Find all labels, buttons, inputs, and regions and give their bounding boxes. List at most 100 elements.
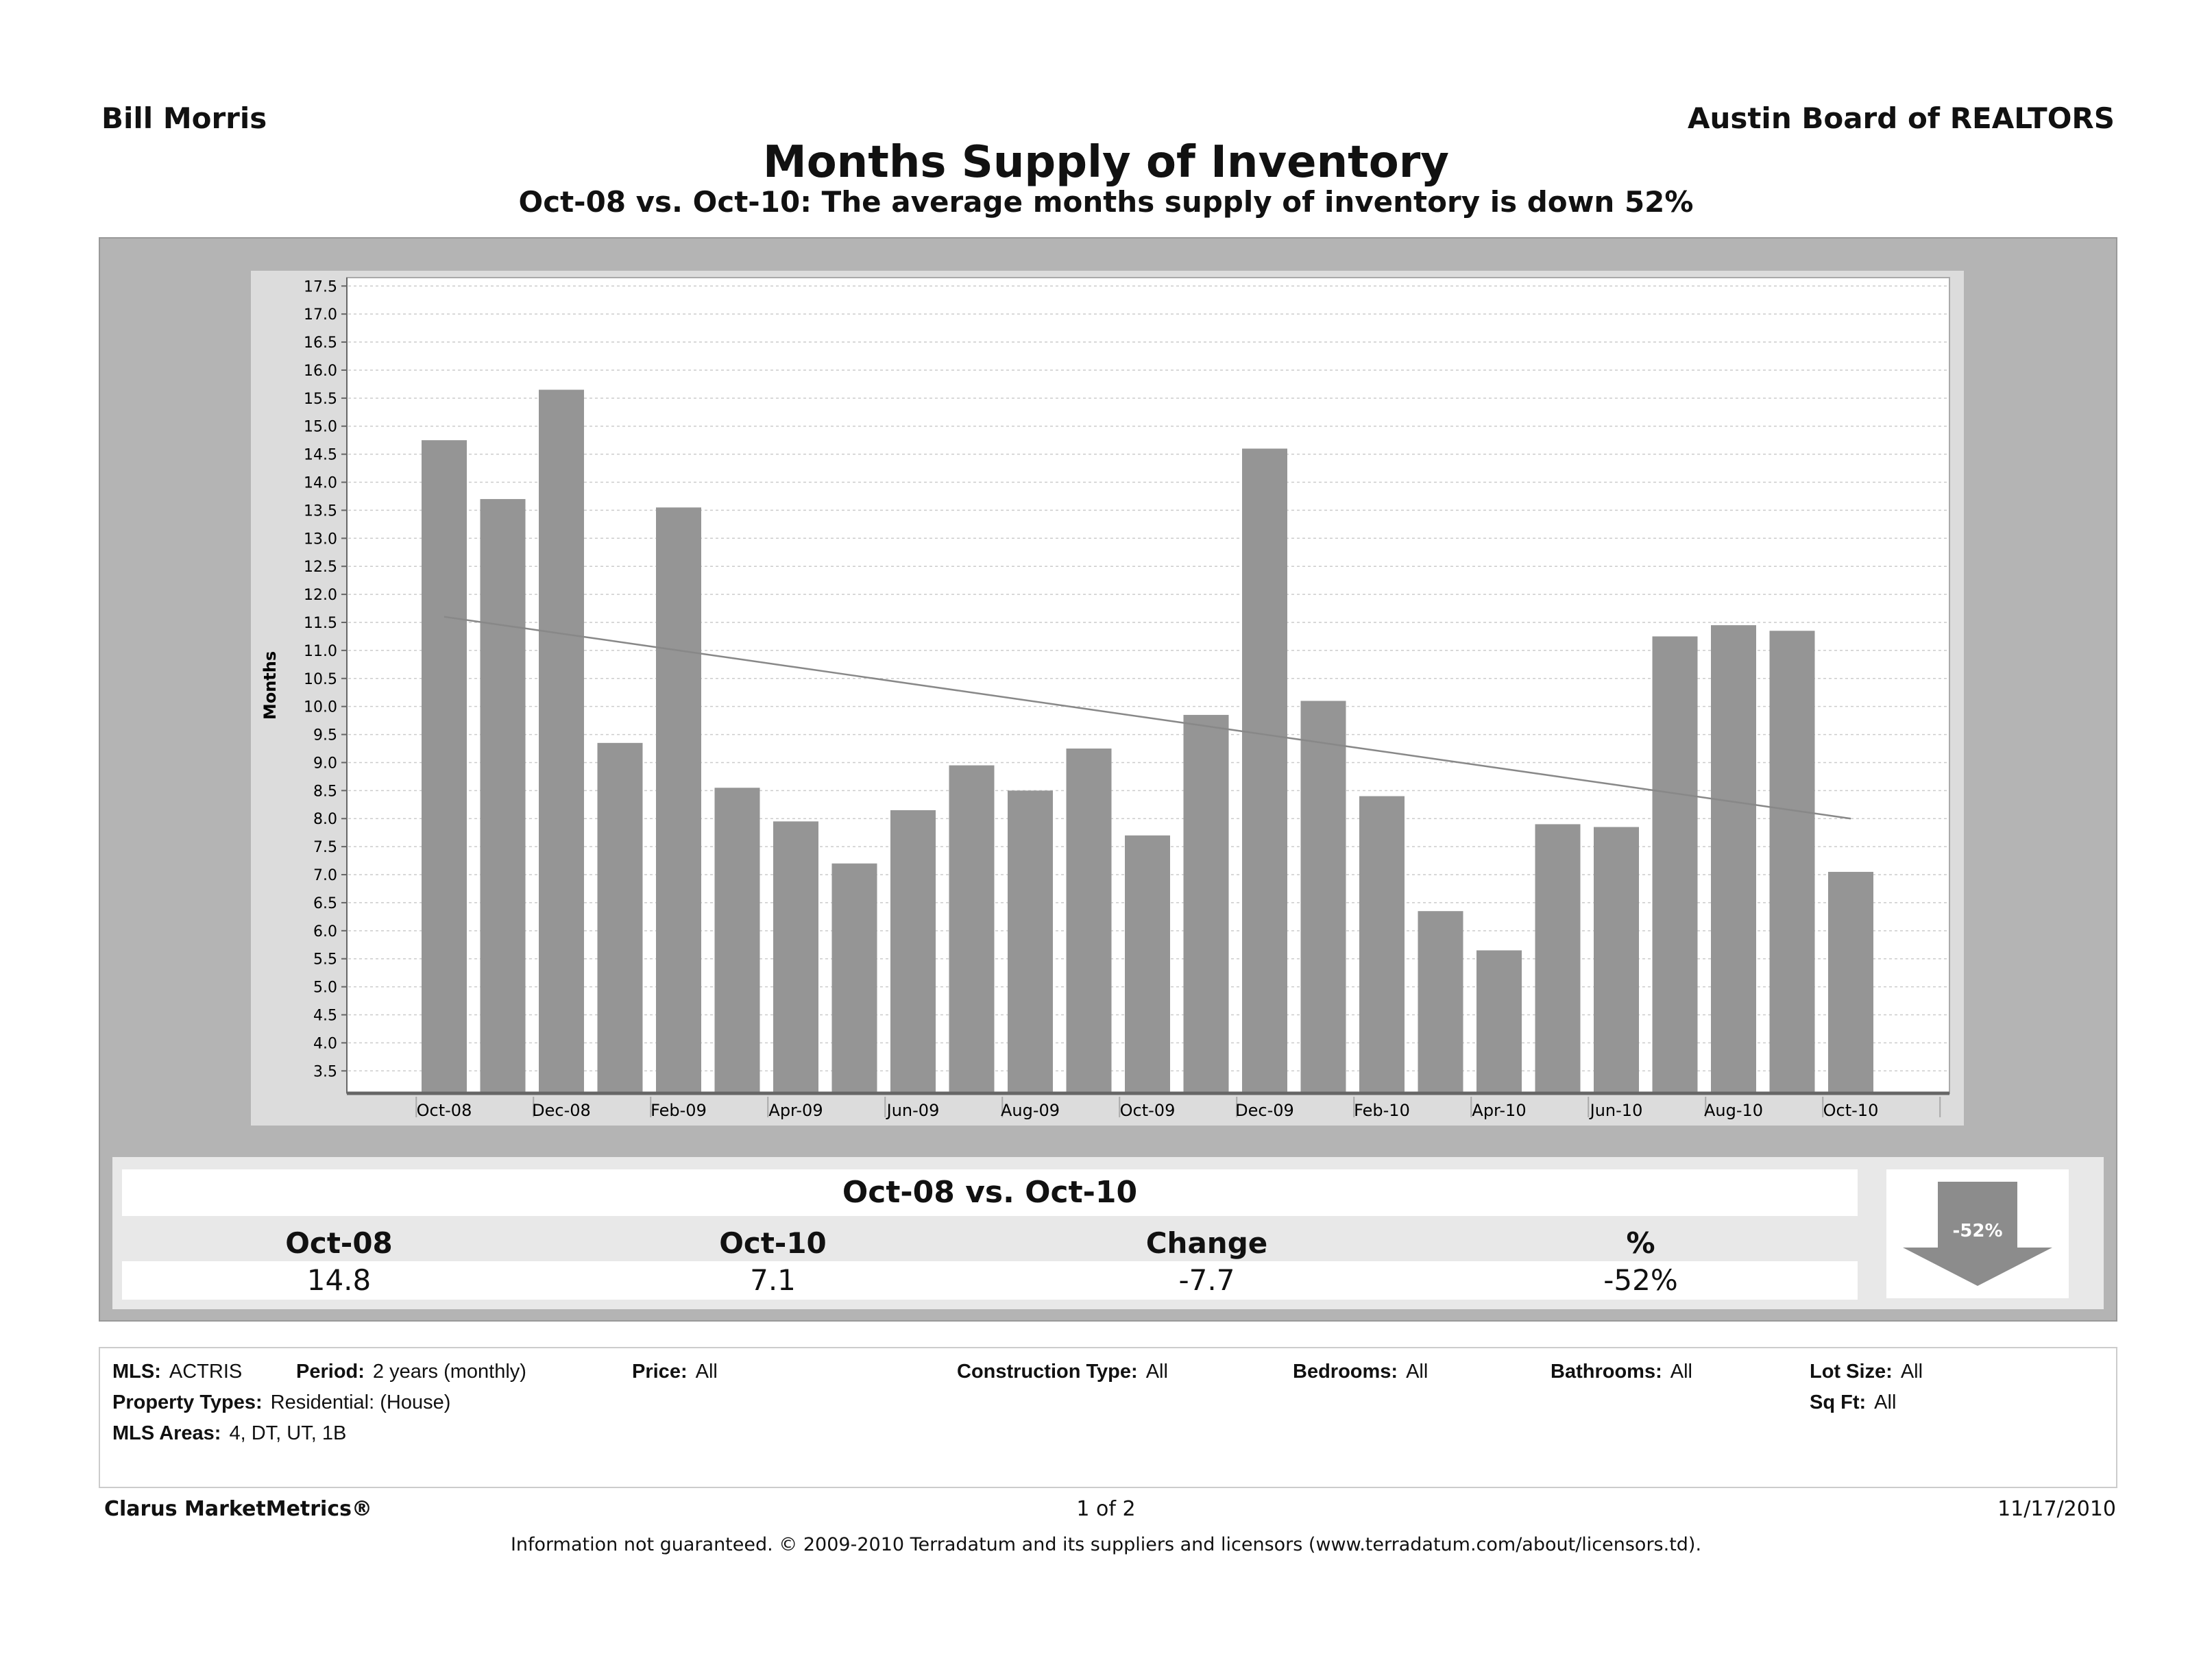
criteria-period: Period: 2 years (monthly) (296, 1361, 526, 1383)
header-percent: % (1626, 1226, 1655, 1260)
criteria-price: Price: All (632, 1361, 718, 1383)
trend-line (443, 616, 1851, 820)
period-label: Period: (296, 1361, 365, 1383)
criteria-construction: Construction Type: All (957, 1361, 1168, 1383)
bar-dec-09 (1242, 448, 1287, 1093)
lotsize-value: All (1900, 1361, 1923, 1383)
x-tick-label: Dec-08 (532, 1101, 591, 1120)
y-tick-label: 4.0 (313, 1035, 337, 1052)
construction-label: Construction Type: (957, 1361, 1138, 1383)
y-tick-label: 15.0 (304, 419, 337, 436)
y-axis-label: Months (260, 651, 280, 720)
bar-apr-09 (773, 821, 818, 1093)
y-tick-label: 5.0 (313, 980, 337, 997)
x-tick-label: Apr-10 (1472, 1101, 1526, 1120)
bar-may-10 (1535, 824, 1581, 1093)
y-tick-label: 8.0 (313, 811, 337, 828)
bar-mar-09 (714, 788, 760, 1093)
y-tick-label: 9.0 (313, 755, 337, 772)
value-oct08: 14.8 (306, 1263, 372, 1297)
board-name: Austin Board of REALTORS (1687, 101, 2115, 135)
bar-oct-10 (1828, 871, 1873, 1093)
bar-aug-09 (1008, 790, 1053, 1093)
bar-jul-10 (1652, 636, 1698, 1093)
y-tick-label: 14.0 (304, 475, 337, 492)
y-tick-label: 10.0 (304, 699, 337, 716)
price-label: Price: (632, 1361, 688, 1383)
header-oct10: Oct-10 (719, 1226, 827, 1260)
summary-values-row: 14.8 7.1 -7.7 -52% (122, 1261, 1858, 1300)
sqft-label: Sq Ft: (1810, 1391, 1867, 1413)
bar-apr-10 (1476, 950, 1522, 1093)
bedrooms-label: Bedrooms: (1293, 1361, 1398, 1383)
proptypes-value: Residential: (House) (270, 1391, 451, 1413)
x-tick-label: Oct-10 (1823, 1101, 1879, 1120)
criteria-mls: MLS: ACTRIS (112, 1361, 242, 1383)
bar-jun-10 (1594, 827, 1639, 1093)
criteria-bedrooms: Bedrooms: All (1293, 1361, 1428, 1383)
y-tick-label: 4.5 (313, 1007, 337, 1024)
y-tick-label: 12.0 (304, 587, 337, 604)
areas-value: 4, DT, UT, 1B (229, 1422, 347, 1444)
mls-label: MLS: (112, 1361, 161, 1383)
y-tick-label: 6.5 (313, 895, 337, 912)
bar-nov-09 (1183, 714, 1229, 1093)
page-number: 1 of 2 (1076, 1497, 1136, 1521)
bar-jan-10 (1300, 701, 1346, 1093)
chart-title: Months Supply of Inventory (763, 137, 1449, 188)
bar-nov-08 (480, 499, 526, 1093)
bar-may-09 (831, 863, 877, 1093)
bar-chart: 3.5 4.0 4.5 5.0 5.5 6.0 6.5 7.0 7.5 8.0 8.5 9.0 9.5 1… (260, 277, 1950, 1120)
bar-oct-08 (422, 440, 467, 1093)
construction-value: All (1145, 1361, 1168, 1383)
lotsize-label: Lot Size: (1810, 1361, 1893, 1383)
down-arrow-icon: -52% (1903, 1182, 2052, 1286)
x-tick-label: Jun-10 (1589, 1101, 1643, 1120)
proptypes-label: Property Types: (112, 1391, 263, 1413)
value-oct10: 7.1 (750, 1263, 796, 1297)
x-tick-label: Jun-09 (886, 1101, 940, 1120)
summary-title: Oct-08 vs. Oct-10 (122, 1169, 1858, 1216)
bar-feb-10 (1359, 796, 1405, 1093)
sqft-value: All (1874, 1391, 1897, 1413)
summary-header-row: Oct-08 Oct-10 Change % (122, 1223, 1858, 1264)
header-change: Change (1145, 1226, 1268, 1260)
bar-oct-09 (1125, 835, 1170, 1093)
criteria-areas: MLS Areas: 4, DT, UT, 1B (112, 1422, 346, 1445)
arrow-label: -52% (1952, 1221, 2002, 1241)
bar-feb-09 (656, 507, 701, 1093)
header-oct08: Oct-08 (285, 1226, 393, 1260)
x-tick-label: Dec-09 (1235, 1101, 1294, 1120)
bar-dec-08 (539, 389, 584, 1093)
x-tick-label: Aug-09 (1001, 1101, 1060, 1120)
y-tick-label: 7.0 (313, 867, 337, 884)
criteria-sqft: Sq Ft: All (1810, 1391, 1896, 1414)
footer-brand: Clarus MarketMetrics® (104, 1497, 372, 1521)
areas-label: MLS Areas: (112, 1422, 221, 1444)
criteria-lotsize: Lot Size: All (1810, 1361, 1923, 1383)
bar-jul-09 (949, 765, 995, 1093)
y-tick-label: 13.0 (304, 531, 337, 548)
bar-sep-10 (1769, 631, 1815, 1093)
bar-mar-10 (1418, 911, 1463, 1093)
criteria-bathrooms: Bathrooms: All (1551, 1361, 1692, 1383)
bar-sep-09 (1066, 749, 1112, 1093)
y-tick-label: 16.0 (304, 363, 337, 380)
bar-jan-09 (597, 742, 643, 1093)
bar-aug-10 (1711, 625, 1756, 1093)
y-tick-label: 16.5 (304, 335, 337, 352)
agent-name: Bill Morris (101, 101, 267, 135)
y-tick-label: 5.5 (313, 951, 337, 969)
y-tick-label: 11.5 (304, 615, 337, 632)
x-tick-label: Apr-09 (768, 1101, 823, 1120)
bathrooms-value: All (1670, 1361, 1692, 1383)
y-tick-label: 11.0 (304, 643, 337, 660)
x-tick-label: Feb-09 (651, 1101, 707, 1120)
change-arrow-box: -52% (1886, 1169, 2069, 1298)
value-percent: -52% (1603, 1263, 1678, 1297)
summary-box: Oct-08 vs. Oct-10 Oct-08 Oct-10 Change %… (112, 1157, 2104, 1309)
y-tick-label: 15.5 (304, 391, 337, 408)
value-change: -7.7 (1178, 1263, 1235, 1297)
y-tick-label: 17.5 (304, 278, 337, 295)
x-tick-label: Oct-09 (1120, 1101, 1176, 1120)
